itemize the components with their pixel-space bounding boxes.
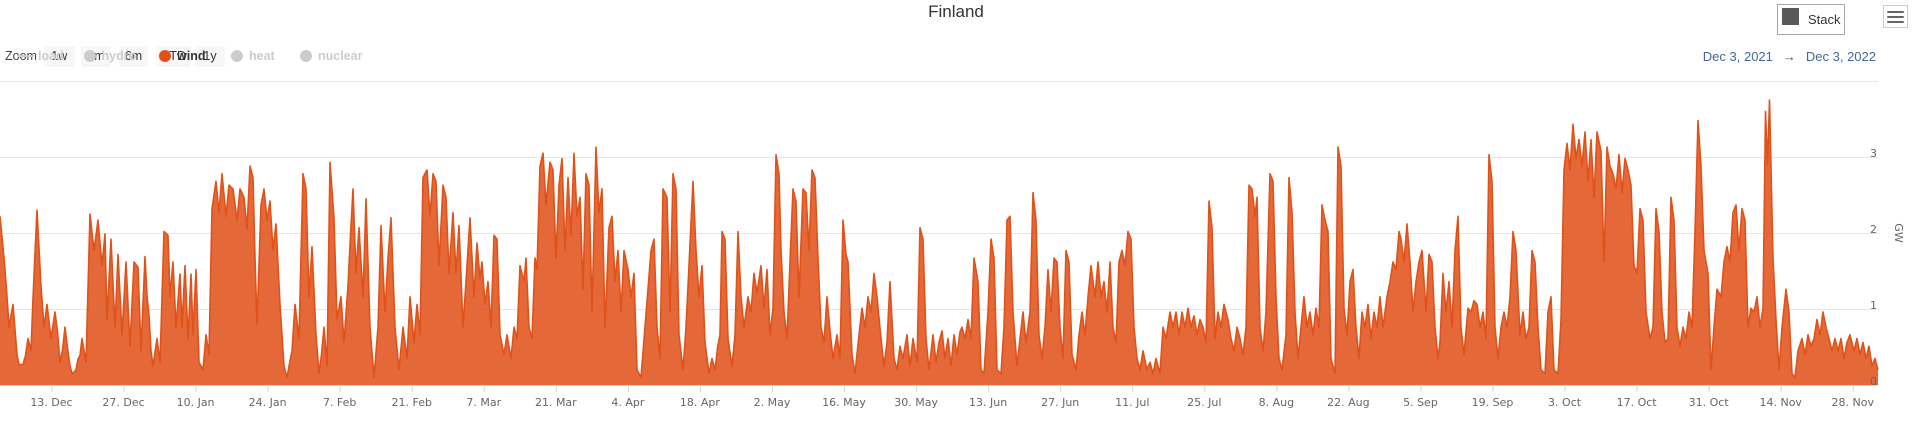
zoom-button-label: 6m bbox=[124, 49, 143, 63]
legend-item-label: nuclear bbox=[318, 48, 363, 63]
chart-title: Finland bbox=[928, 2, 984, 21]
x-axis-label: 24. Jan bbox=[249, 396, 287, 409]
legend-item-label: wind bbox=[177, 48, 206, 63]
hamburger-icon bbox=[1887, 15, 1904, 19]
wind-area-series[interactable] bbox=[0, 100, 1878, 385]
x-axis-label: 5. Sep bbox=[1403, 396, 1438, 409]
zoom-button-1w[interactable]: 1w bbox=[43, 46, 75, 67]
range-end-date[interactable]: Dec 3, 2022 bbox=[1805, 49, 1876, 64]
stack-checkbox-icon[interactable] bbox=[1782, 8, 1799, 25]
legend-item-label: heat bbox=[249, 48, 275, 63]
hamburger-icon bbox=[1887, 20, 1904, 24]
legend-circle-symbol-icon bbox=[300, 49, 312, 62]
legend-item-heat[interactable]: heat bbox=[229, 45, 275, 66]
x-axis-label: 25. Jul bbox=[1187, 396, 1221, 409]
hamburger-icon bbox=[1887, 10, 1904, 14]
y-axis-label: 0 bbox=[1870, 375, 1877, 388]
x-axis-label: 10. Jan bbox=[177, 396, 215, 409]
x-axis-label: 7. Mar bbox=[466, 396, 501, 409]
x-axis-label: 27. Jun bbox=[1041, 396, 1079, 409]
x-axis-label: 21. Mar bbox=[535, 396, 577, 409]
y-axis-label: 2 bbox=[1870, 223, 1877, 236]
stack-toggle[interactable]: Stack bbox=[1777, 4, 1845, 35]
x-axis-label: 4. Apr bbox=[611, 396, 644, 409]
x-axis-label: 21. Feb bbox=[391, 396, 431, 409]
zoom-button-label: 1y bbox=[203, 49, 217, 63]
wind-series-line bbox=[0, 99, 1879, 379]
x-axis-label: 16. May bbox=[822, 396, 866, 409]
date-range: Dec 3, 2021 → Dec 3, 2022 bbox=[1703, 49, 1876, 64]
x-axis-label: 13. Jun bbox=[969, 396, 1007, 409]
x-axis-label: 3. Oct bbox=[1548, 396, 1582, 409]
legend-item-nuclear[interactable]: nuclear bbox=[298, 45, 362, 66]
range-start-date[interactable]: Dec 3, 2021 bbox=[1702, 49, 1773, 64]
legend-item-hydro[interactable]: hydro bbox=[82, 45, 137, 66]
y-axis-label: 3 bbox=[1870, 147, 1877, 160]
stack-label: Stack bbox=[1808, 12, 1841, 27]
legend-item-label: load bbox=[38, 48, 64, 63]
legend-item-load[interactable]: load bbox=[18, 45, 64, 66]
legend-item-wind[interactable]: wind bbox=[157, 45, 205, 66]
x-axis-label: 7. Feb bbox=[323, 396, 356, 409]
zoom-button-1y[interactable]: 1y bbox=[195, 46, 225, 67]
context-menu-button[interactable] bbox=[1883, 5, 1908, 28]
x-axis-label: 14. Nov bbox=[1759, 396, 1802, 409]
arrow-right-icon: → bbox=[1782, 49, 1796, 64]
x-axis-label: 11. Jul bbox=[1115, 396, 1149, 409]
x-axis-label: 28. Nov bbox=[1832, 396, 1875, 409]
x-axis-label: 17. Oct bbox=[1617, 396, 1658, 409]
legend-circle-symbol-icon bbox=[159, 49, 171, 62]
x-axis-label: 13. Dec bbox=[30, 396, 72, 409]
x-axis-label: 19. Sep bbox=[1472, 396, 1514, 409]
legend-item-label: hydro bbox=[101, 48, 137, 63]
x-axis-label: 30. May bbox=[894, 396, 938, 409]
x-axis-label: 22. Aug bbox=[1327, 396, 1369, 409]
legend-circle-symbol-icon bbox=[231, 49, 243, 62]
y-axis-label: 1 bbox=[1870, 299, 1877, 312]
zoom-button-label: 1w bbox=[51, 49, 68, 63]
x-axis-label: 8. Aug bbox=[1259, 396, 1294, 409]
legend-circle-symbol-icon bbox=[83, 49, 96, 62]
x-axis-label: 2. May bbox=[754, 396, 791, 409]
x-axis-label: 27. Dec bbox=[102, 396, 144, 409]
x-axis-label: 18. Apr bbox=[680, 396, 720, 409]
x-axis-label: 31. Oct bbox=[1689, 396, 1730, 409]
zoom-button-6m[interactable]: 6m bbox=[119, 46, 148, 67]
y-axis-title: GW bbox=[1892, 223, 1905, 243]
legend-line-symbol-icon bbox=[18, 54, 34, 57]
